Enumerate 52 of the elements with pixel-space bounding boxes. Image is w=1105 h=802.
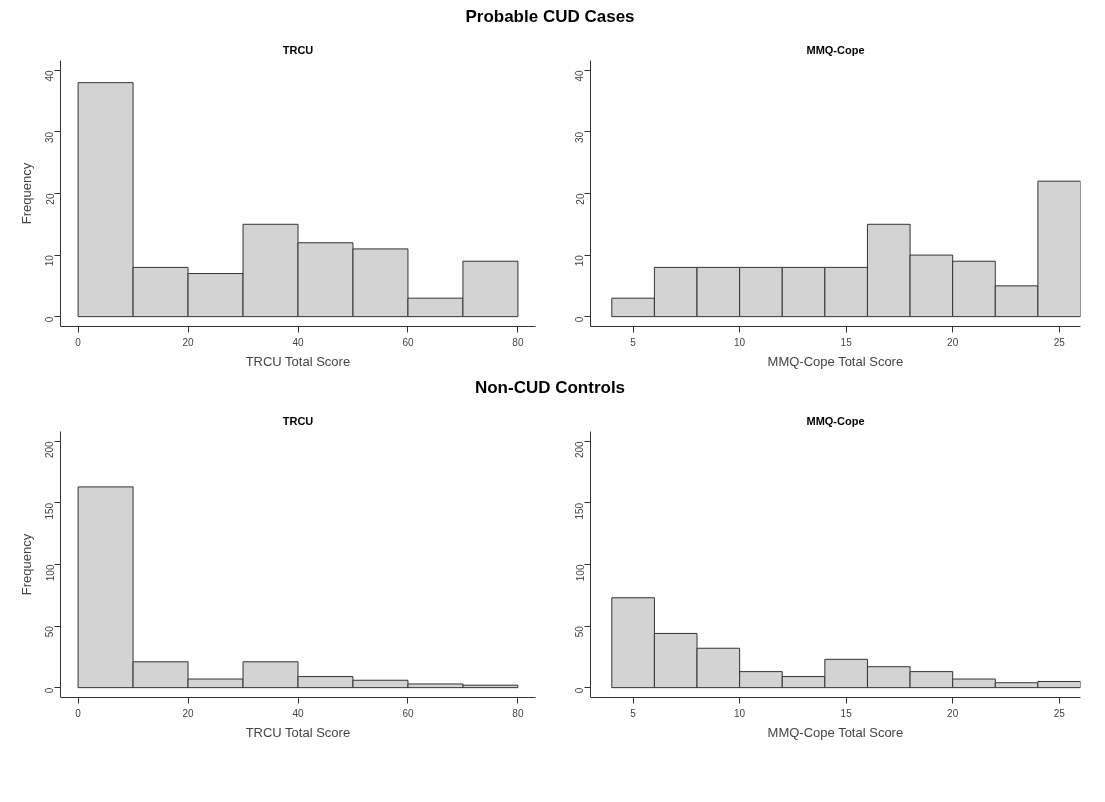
y-tick-label: 0 <box>574 687 586 694</box>
chart-title: MMQ-Cope <box>806 414 865 427</box>
y-tick-label: 20 <box>44 193 56 205</box>
x-tick-label: 10 <box>734 707 746 719</box>
x-axis-title: MMQ-Cope Total Score <box>767 724 904 740</box>
y-tick-label: 100 <box>574 564 586 582</box>
x-tick-label: 40 <box>292 336 304 348</box>
y-tick-label: 20 <box>574 193 586 205</box>
x-tick-label: 15 <box>840 707 853 719</box>
y-tick-label: 0 <box>44 687 56 694</box>
y-tick-label: 10 <box>574 254 586 267</box>
x-tick-label: 5 <box>630 707 637 719</box>
text: Probable CUD Cases <box>465 6 635 28</box>
x-tick-label: 10 <box>734 336 746 348</box>
text: Non-CUD Controls <box>474 377 626 399</box>
x-axis-title: MMQ-Cope Total Score <box>767 353 904 369</box>
y-tick-label: 200 <box>574 440 586 459</box>
x-tick-label: 20 <box>182 707 195 719</box>
y-tick-label: 50 <box>44 625 56 638</box>
x-tick-label: 20 <box>182 336 195 348</box>
y-tick-label: 50 <box>574 625 586 638</box>
x-tick-label: 60 <box>402 336 414 348</box>
chart-title: TRCU <box>282 414 314 427</box>
chart-title: TRCU <box>282 43 314 56</box>
x-axis-title: TRCU Total Score <box>245 724 351 740</box>
x-tick-label: 60 <box>402 707 414 719</box>
x-tick-label: 80 <box>512 707 524 719</box>
x-axis-title: TRCU Total Score <box>245 353 351 369</box>
y-tick-label: 150 <box>44 502 56 520</box>
x-tick-label: 40 <box>292 707 304 719</box>
x-tick-label: 0 <box>75 707 82 719</box>
x-tick-label: 20 <box>947 336 959 348</box>
y-tick-label: 40 <box>44 69 56 82</box>
y-tick-label: 40 <box>574 69 586 82</box>
x-tick-label: 25 <box>1053 336 1066 348</box>
y-tick-label: 100 <box>44 564 56 582</box>
x-tick-label: 15 <box>840 336 853 348</box>
y-tick-label: 150 <box>574 502 586 520</box>
y-tick-label: 0 <box>574 316 586 323</box>
x-tick-label: 20 <box>947 707 959 719</box>
y-axis-title: Frequency <box>18 533 34 596</box>
x-tick-label: 5 <box>630 336 637 348</box>
x-tick-label: 25 <box>1053 707 1066 719</box>
x-tick-label: 80 <box>512 336 524 348</box>
y-tick-label: 30 <box>574 131 586 144</box>
y-tick-label: 10 <box>44 254 56 267</box>
chart-title: MMQ-Cope <box>806 43 865 56</box>
y-tick-label: 200 <box>44 440 56 459</box>
y-axis-title: Frequency <box>18 162 34 225</box>
x-tick-label: 0 <box>75 336 82 348</box>
y-tick-label: 30 <box>44 131 56 144</box>
y-tick-label: 0 <box>44 316 56 323</box>
